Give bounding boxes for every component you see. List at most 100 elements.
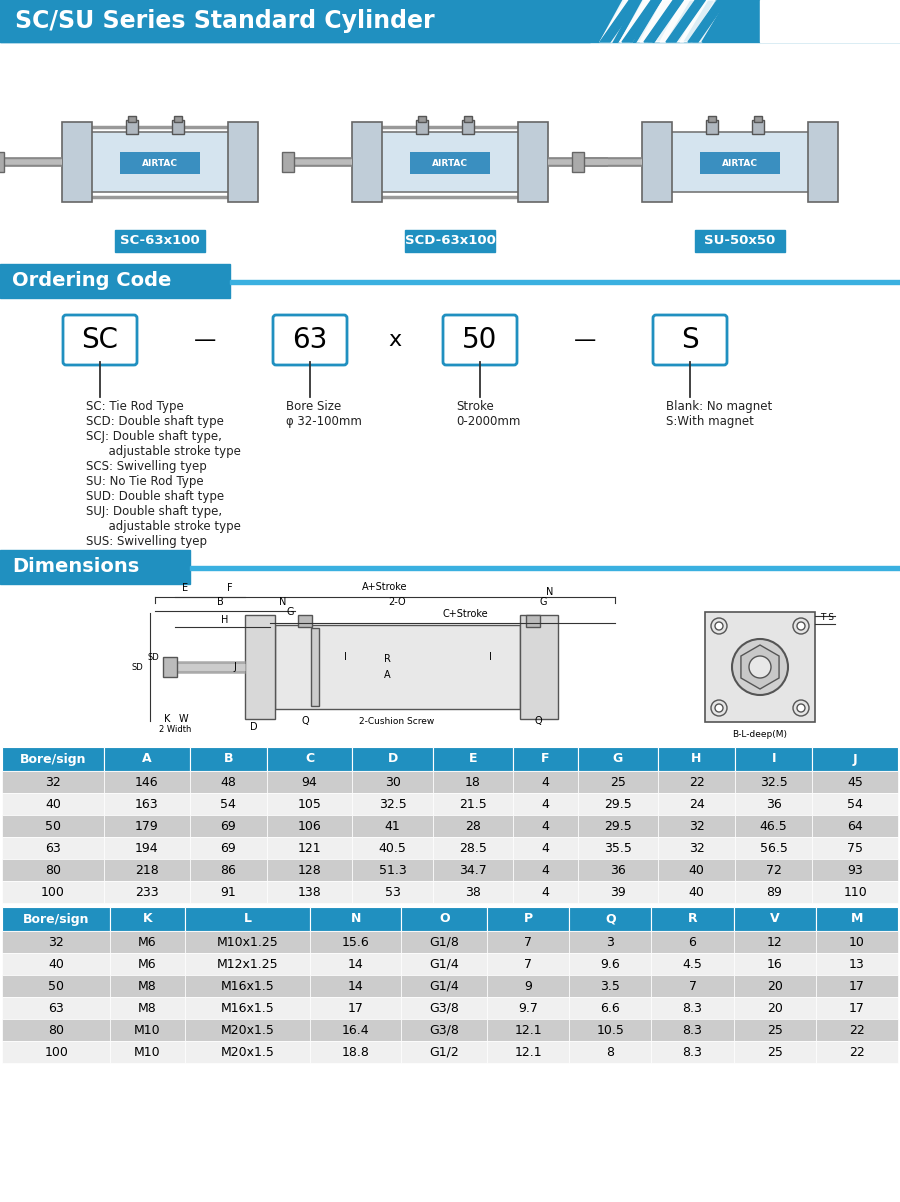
Polygon shape (654, 0, 691, 42)
FancyBboxPatch shape (443, 315, 517, 365)
Text: V: V (770, 912, 779, 926)
Bar (401, 932, 487, 953)
Bar (570, 1041, 652, 1063)
Bar (487, 1019, 570, 1041)
Bar (433, 859, 513, 881)
Text: 6.6: 6.6 (600, 1001, 620, 1014)
Bar (513, 770, 578, 793)
Text: N: N (351, 912, 361, 926)
Circle shape (797, 704, 805, 712)
Text: 69: 69 (220, 820, 236, 833)
Bar (462, 120, 474, 133)
Bar (735, 881, 813, 903)
Bar (433, 746, 513, 770)
Text: 35.5: 35.5 (604, 841, 632, 855)
Text: 12: 12 (767, 935, 783, 948)
Bar (570, 932, 652, 953)
Text: 3: 3 (607, 935, 615, 948)
Text: R: R (383, 654, 391, 664)
Bar (353, 746, 433, 770)
Bar (487, 1041, 570, 1063)
Bar (405, 230, 495, 252)
Text: 13: 13 (849, 958, 865, 970)
Text: Q: Q (302, 716, 309, 726)
Text: G: G (286, 607, 293, 617)
Text: 10.5: 10.5 (597, 1023, 625, 1036)
Bar (266, 746, 353, 770)
Bar (266, 837, 353, 859)
Text: 100: 100 (44, 1046, 68, 1059)
Bar (433, 793, 513, 815)
Circle shape (793, 700, 809, 716)
Bar (111, 975, 184, 996)
Bar (652, 996, 734, 1019)
Text: 22: 22 (688, 775, 705, 789)
Text: 2-Cushion Screw: 2-Cushion Screw (359, 716, 435, 726)
Bar (520, 615, 558, 719)
Bar (578, 746, 658, 770)
Bar (658, 770, 735, 793)
Text: M6: M6 (139, 958, 157, 970)
Bar (0, 0, 590, 42)
Text: 8.3: 8.3 (682, 1023, 703, 1036)
Bar (104, 815, 190, 837)
Bar (760, 0, 900, 42)
Text: 63: 63 (292, 326, 328, 355)
Text: 64: 64 (847, 820, 863, 833)
Text: 28.5: 28.5 (459, 841, 487, 855)
Text: 86: 86 (220, 863, 236, 876)
Polygon shape (600, 0, 637, 42)
Text: I: I (489, 651, 491, 662)
Bar (353, 793, 433, 815)
Bar (734, 908, 815, 932)
Bar (401, 953, 487, 975)
Bar (578, 793, 658, 815)
Text: E: E (469, 752, 477, 766)
Text: 24: 24 (688, 797, 705, 810)
Text: 40: 40 (688, 886, 705, 899)
Bar (416, 120, 428, 133)
Text: 80: 80 (45, 863, 61, 876)
Bar (0, 264, 230, 298)
Text: 20: 20 (767, 1001, 783, 1014)
Bar (487, 932, 570, 953)
Bar (652, 1019, 734, 1041)
Text: D: D (388, 752, 398, 766)
Circle shape (711, 700, 727, 716)
Bar (172, 120, 184, 133)
Bar (734, 1019, 815, 1041)
Text: Q: Q (535, 716, 542, 726)
Text: 51.3: 51.3 (379, 863, 407, 876)
Bar (658, 859, 735, 881)
Polygon shape (600, 0, 635, 42)
Bar (658, 881, 735, 903)
Bar (266, 881, 353, 903)
Text: 36: 36 (766, 797, 781, 810)
Text: 32.5: 32.5 (760, 775, 788, 789)
Bar (401, 975, 487, 996)
Text: 4: 4 (542, 820, 549, 833)
Bar (310, 996, 401, 1019)
Bar (513, 815, 578, 837)
Text: x: x (389, 331, 401, 350)
Bar (752, 120, 764, 133)
Bar (352, 121, 382, 202)
Text: 22: 22 (849, 1023, 865, 1036)
Bar (815, 932, 898, 953)
Bar (126, 120, 138, 133)
Text: Bore/sign: Bore/sign (23, 912, 89, 926)
Text: 54: 54 (847, 797, 863, 810)
Bar (815, 953, 898, 975)
Text: 30: 30 (384, 775, 400, 789)
Bar (433, 815, 513, 837)
Text: D: D (250, 722, 257, 732)
Polygon shape (690, 0, 727, 42)
Bar (190, 837, 266, 859)
Polygon shape (648, 0, 680, 42)
Text: 163: 163 (135, 797, 158, 810)
Text: 17: 17 (849, 980, 865, 993)
Polygon shape (680, 0, 716, 42)
Text: 17: 17 (849, 1001, 865, 1014)
Circle shape (797, 621, 805, 630)
Text: 7: 7 (688, 980, 697, 993)
